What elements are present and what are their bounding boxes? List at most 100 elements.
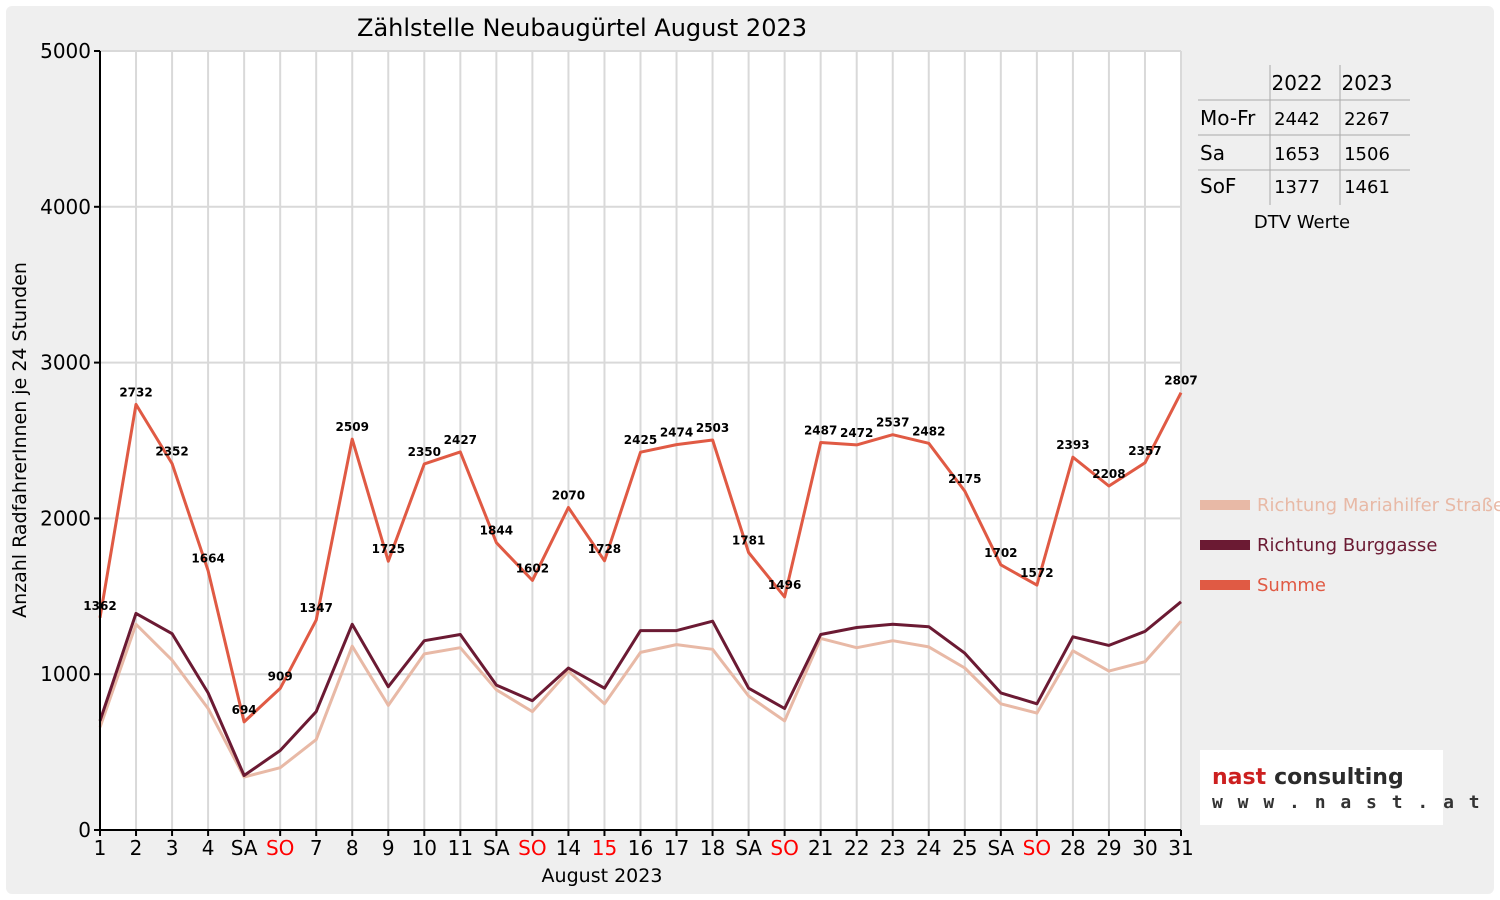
legend-swatch-summe	[1200, 580, 1250, 590]
x-tick-label: 3	[166, 836, 179, 860]
table-caption: DTV Werte	[1254, 212, 1350, 233]
x-tick-label: 30	[1132, 836, 1157, 860]
data-label: 1664	[191, 552, 224, 566]
x-tick-label: 10	[412, 836, 437, 860]
table-cell: 1461	[1344, 177, 1390, 198]
data-label: 2537	[876, 416, 909, 430]
data-label: 2425	[624, 433, 657, 447]
table-row-label: SoF	[1200, 174, 1236, 198]
y-axis-title: Anzahl RadfahrerInnen je 24 Stunden	[9, 262, 31, 618]
table-row-label: Mo-Fr	[1200, 106, 1256, 130]
x-tick-label: 16	[628, 836, 653, 860]
x-tick-label: SA	[735, 836, 762, 860]
data-label: 2503	[696, 421, 729, 435]
y-tick-label: 2000	[40, 506, 91, 530]
x-tick-label: 4	[202, 836, 215, 860]
x-tick-label: 17	[664, 836, 689, 860]
x-tick-label: SO	[266, 836, 294, 860]
y-tick-label: 1000	[40, 662, 91, 686]
x-tick-label: 31	[1168, 836, 1193, 860]
legend: Richtung Mariahilfer Straße Richtung Bur…	[1200, 495, 1500, 596]
data-label: 2732	[119, 385, 152, 399]
table-cell: 2442	[1274, 109, 1320, 130]
x-tick-label: SO	[518, 836, 546, 860]
data-labels: 1362273223521664694909134725091725235024…	[83, 374, 1197, 717]
data-label: 1728	[588, 542, 621, 556]
data-label: 1347	[299, 601, 332, 615]
y-tick-label: 4000	[40, 195, 91, 219]
table-cell: 1377	[1274, 177, 1320, 198]
legend-label-summe: Summe	[1257, 575, 1326, 596]
table-row-label: Sa	[1200, 141, 1225, 165]
data-label: 1496	[768, 578, 801, 592]
data-label: 2208	[1092, 467, 1125, 481]
logo-brand-red: nast	[1212, 765, 1267, 790]
x-tick-label: 18	[700, 836, 725, 860]
logo-background	[1200, 750, 1443, 825]
logo-url: w w w . n a s t . a t	[1212, 792, 1482, 813]
data-label: 694	[232, 703, 257, 717]
y-tick-label: 3000	[40, 351, 91, 375]
series-line-summe	[98, 392, 1183, 724]
data-label: 2070	[552, 488, 585, 502]
data-label: 2474	[660, 426, 693, 440]
x-tick-label: SO	[1023, 836, 1051, 860]
x-tick-label: 11	[448, 836, 473, 860]
chart-title: Zählstelle Neubaugürtel August 2023	[357, 14, 807, 42]
data-label: 1844	[480, 524, 513, 538]
x-tick-label: 15	[592, 836, 617, 860]
legend-label-mariahilfer: Richtung Mariahilfer Straße	[1257, 495, 1500, 516]
dtv-table: 2022 2023 Mo-Fr 2442 2267 Sa 1653 1506 S…	[1198, 65, 1410, 233]
y-tick-label: 0	[78, 818, 91, 842]
logo: nast consulting w w w . n a s t . a t	[1200, 750, 1482, 825]
logo-brand-dark: consulting	[1274, 765, 1404, 790]
logo-wordmark: nast consulting	[1212, 765, 1404, 790]
x-tick-label: 23	[880, 836, 905, 860]
y-ticks: 0 1000 2000 3000 4000 5000	[40, 39, 100, 842]
x-axis-title: August 2023	[542, 865, 663, 887]
data-label: 1702	[984, 546, 1017, 560]
x-tick-label: 14	[556, 836, 581, 860]
table-cell: 1653	[1274, 144, 1320, 165]
data-label: 1362	[83, 599, 116, 613]
data-label: 1725	[372, 542, 405, 556]
table-cell: 1506	[1344, 144, 1390, 165]
x-tick-label: SA	[987, 836, 1014, 860]
data-label: 2427	[444, 433, 477, 447]
x-tick-label: 24	[916, 836, 941, 860]
data-label: 2350	[408, 445, 441, 459]
x-tick-label: 8	[346, 836, 359, 860]
x-tick-label: SA	[483, 836, 510, 860]
x-tick-label: 7	[310, 836, 323, 860]
data-label: 1602	[516, 561, 549, 575]
x-tick-label: 29	[1096, 836, 1121, 860]
data-label: 2482	[912, 424, 945, 438]
x-tick-label: 9	[382, 836, 395, 860]
x-ticks: 1 2 3 4 SA SO 7 8 9 10 11 SA SO 14 15 16 17 18 SA SO 21 22 23 2…	[94, 830, 1194, 860]
data-label: 2352	[155, 445, 188, 459]
table-cell: 2267	[1344, 109, 1390, 130]
data-label: 2807	[1164, 374, 1197, 388]
x-tick-label: 28	[1060, 836, 1085, 860]
y-tick-label: 5000	[40, 39, 91, 63]
data-label: 2175	[948, 472, 981, 486]
data-label: 909	[268, 669, 293, 683]
x-tick-label: 1	[94, 836, 107, 860]
legend-swatch-mariahilfer	[1200, 500, 1250, 510]
data-label: 2472	[840, 426, 873, 440]
x-tick-label: SA	[231, 836, 258, 860]
data-label: 2487	[804, 424, 837, 438]
x-tick-label: SO	[770, 836, 798, 860]
x-tick-label: 22	[844, 836, 869, 860]
series-line-burggasse	[98, 600, 1182, 777]
data-label: 2357	[1128, 444, 1161, 458]
data-label: 2509	[336, 420, 369, 434]
data-label: 1781	[732, 534, 765, 548]
series-layer	[98, 392, 1183, 779]
series-line-mariahilfer	[98, 620, 1183, 779]
table-header-2022: 2022	[1272, 71, 1323, 95]
legend-swatch-burggasse	[1200, 540, 1250, 550]
table-header-2023: 2023	[1342, 71, 1393, 95]
data-label: 2393	[1056, 438, 1089, 452]
